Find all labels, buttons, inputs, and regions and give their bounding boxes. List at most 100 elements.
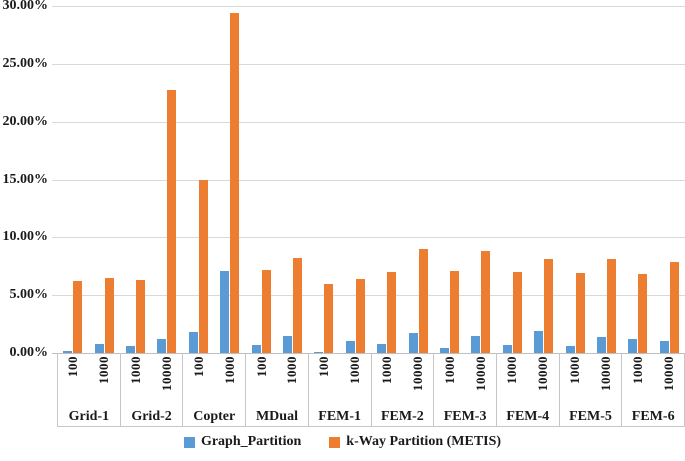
sub-label: 10000 — [472, 356, 488, 391]
sub-label: 100 — [65, 356, 81, 377]
bar-graph-partition — [628, 339, 638, 353]
category-group: 1000 10000 Grid-2 — [119, 353, 183, 426]
sub-label-cell: 1000 — [560, 353, 591, 407]
sub-label-row: 1000 10000 — [372, 353, 434, 407]
category-group: 1000 10000 FEM-2 — [370, 353, 434, 426]
sub-label: 1000 — [504, 356, 520, 384]
bar-k-way-partition-metis — [481, 251, 491, 353]
bar-k-way-partition-metis — [324, 283, 334, 353]
bar-k-way-partition-metis — [607, 259, 616, 353]
bar-graph-partition — [408, 333, 418, 353]
sub-label-cell: 10000 — [653, 353, 684, 407]
sub-label: 100 — [316, 356, 332, 377]
group-label: FEM-5 — [569, 408, 612, 424]
gridline — [52, 180, 685, 181]
bar-graph-partition — [534, 331, 544, 353]
sub-label-cell: 100 — [58, 353, 89, 407]
legend-label: Graph_Partition — [200, 434, 302, 449]
sub-label-cell: 1000 — [277, 353, 308, 407]
gridline — [52, 122, 685, 123]
bar-k-way-partition-metis — [73, 281, 83, 353]
sub-label-cell: 10000 — [152, 353, 183, 407]
sub-label-row: 1000 10000 — [560, 353, 622, 407]
category-group: 1000 10000 FEM-5 — [558, 353, 622, 426]
gridline — [52, 295, 685, 296]
sub-label-cell: 100 — [246, 353, 277, 407]
group-label: FEM-6 — [631, 408, 675, 424]
x-axis-line — [52, 353, 685, 354]
sub-label: 1000 — [96, 356, 112, 384]
bar-k-way-partition-metis — [355, 278, 365, 353]
group-label: FEM-1 — [318, 408, 362, 424]
y-tick-label: 20.00% — [2, 114, 49, 129]
sub-label: 1000 — [347, 356, 363, 384]
sub-label-cell: 1000 — [622, 353, 653, 407]
category-group: 100 1000 Grid-1 — [57, 353, 120, 426]
y-tick-label: 10.00% — [2, 229, 49, 244]
bar-k-way-partition-metis — [418, 248, 428, 353]
sub-label: 1000 — [284, 356, 300, 384]
legend-item-k-way-partition-metis: k-Way Partition (METIS) — [329, 434, 501, 450]
sub-label-cell: 1000 — [434, 353, 465, 407]
legend-item-graph-partition: Graph_Partition — [183, 434, 302, 450]
group-label: Copter — [193, 408, 236, 424]
bar-k-way-partition-metis — [261, 269, 271, 353]
gridline — [52, 6, 685, 7]
sub-label-cell: 1000 — [372, 353, 403, 407]
legend-swatch-icon — [183, 436, 195, 448]
y-tick-label: 5.00% — [9, 287, 49, 302]
sub-label-row: 100 1000 — [246, 353, 308, 407]
sub-label-cell: 1000 — [121, 353, 152, 407]
bar-graph-partition — [314, 351, 324, 353]
y-tick-label: 0.00% — [9, 345, 49, 360]
bar-graph-partition — [94, 343, 104, 353]
sub-label: 1000 — [221, 356, 237, 384]
bar-k-way-partition-metis — [136, 280, 145, 353]
bar-k-way-partition-metis — [512, 272, 522, 353]
legend: Graph_Partition k-Way Partition (METIS) — [0, 434, 685, 450]
sub-label: 1000 — [441, 356, 457, 384]
sub-label-row: 1000 10000 — [622, 353, 684, 407]
category-group: 100 1000 MDual — [245, 353, 308, 426]
bar-graph-partition — [220, 270, 230, 353]
category-group: 100 1000 FEM-1 — [307, 353, 371, 426]
sub-label: 1000 — [128, 356, 144, 384]
sub-label-row: 1000 10000 — [121, 353, 183, 407]
sub-label-cell: 100 — [309, 353, 340, 407]
bar-k-way-partition-metis — [669, 261, 679, 353]
sub-label-row: 100 1000 — [309, 353, 371, 407]
sub-label: 10000 — [535, 356, 551, 391]
sub-label-cell: 10000 — [402, 353, 433, 407]
bar-graph-partition — [502, 344, 512, 353]
sub-label: 10000 — [158, 356, 174, 391]
bar-k-way-partition-metis — [575, 273, 585, 353]
bar-graph-partition — [157, 339, 167, 353]
sub-label-cell: 1000 — [89, 353, 120, 407]
sub-label-row: 100 1000 — [58, 353, 120, 407]
sub-label: 10000 — [409, 356, 425, 391]
sub-label: 1000 — [629, 356, 645, 384]
bar-graph-partition — [377, 343, 387, 353]
bar-graph-partition — [188, 332, 198, 353]
bar-k-way-partition-metis — [198, 179, 208, 353]
category-group: 1000 10000 FEM-4 — [495, 353, 559, 426]
bar-k-way-partition-metis — [450, 270, 459, 353]
sub-label-cell: 1000 — [214, 353, 245, 407]
bar-k-way-partition-metis — [104, 277, 114, 353]
sub-label-cell: 10000 — [528, 353, 559, 407]
sub-label: 10000 — [597, 356, 613, 391]
bar-k-way-partition-metis — [230, 12, 240, 353]
sub-label-cell: 100 — [183, 353, 214, 407]
x-axis: 100 1000 Grid-1 1000 10000 Grid-2 100 1000 Copte… — [57, 353, 685, 427]
bar-graph-partition — [597, 336, 606, 353]
category-group: 1000 10000 FEM-3 — [433, 353, 496, 426]
bar-graph-partition — [251, 344, 261, 353]
sub-label: 100 — [253, 356, 269, 377]
bar-graph-partition — [345, 341, 355, 353]
sub-label: 1000 — [378, 356, 394, 384]
y-tick-label: 25.00% — [2, 56, 49, 71]
bar-graph-partition — [440, 348, 449, 353]
legend-swatch-icon — [329, 436, 341, 448]
category-group: 100 1000 Copter — [182, 353, 245, 426]
